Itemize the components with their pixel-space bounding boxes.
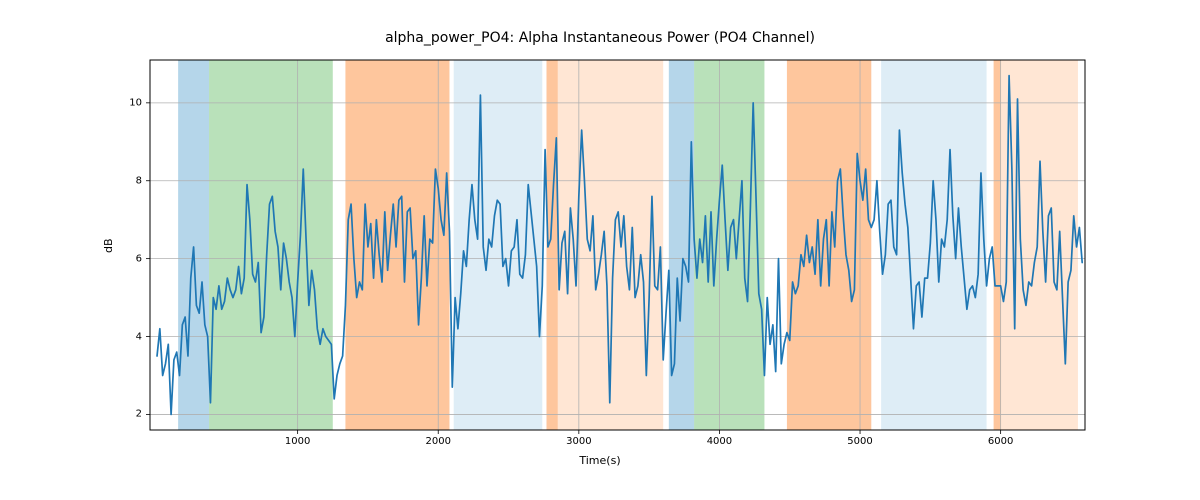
chart-container: alpha_power_PO4: Alpha Instantaneous Pow… xyxy=(0,0,1200,500)
chart-svg xyxy=(0,0,1200,500)
y-tick-label: 10 xyxy=(129,97,142,108)
x-tick-label: 3000 xyxy=(566,436,591,447)
x-tick-label: 5000 xyxy=(847,436,872,447)
x-tick-label: 2000 xyxy=(425,436,450,447)
y-tick-label: 4 xyxy=(136,331,142,342)
y-axis-label: dB xyxy=(102,238,115,253)
y-tick-label: 6 xyxy=(136,253,142,264)
x-tick-label: 6000 xyxy=(988,436,1013,447)
background-span xyxy=(994,60,1001,430)
background-span xyxy=(787,60,871,430)
y-tick-label: 2 xyxy=(136,409,142,420)
background-span xyxy=(209,60,333,430)
x-tick-label: 1000 xyxy=(285,436,310,447)
background-span xyxy=(1001,60,1078,430)
background-span xyxy=(345,60,449,430)
y-tick-label: 8 xyxy=(136,175,142,186)
x-tick-label: 4000 xyxy=(707,436,732,447)
x-axis-label: Time(s) xyxy=(0,454,1200,467)
background-span xyxy=(178,60,209,430)
